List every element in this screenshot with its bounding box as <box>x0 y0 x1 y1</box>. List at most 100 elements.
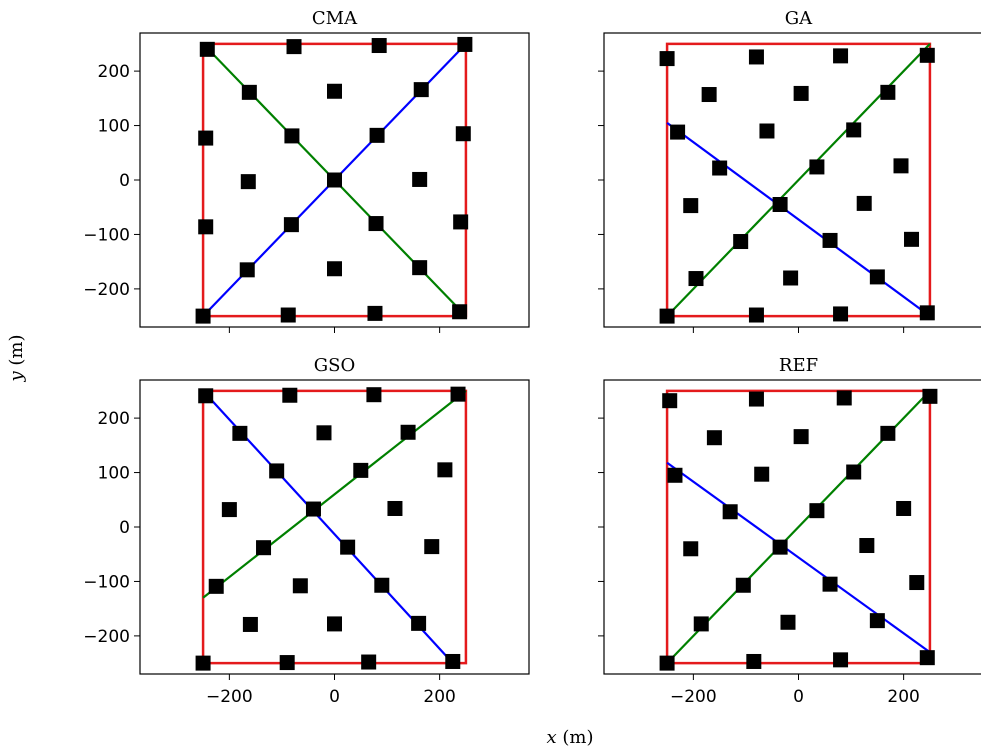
turbine-marker <box>846 464 862 480</box>
turbine-marker <box>327 83 342 99</box>
turbine-marker <box>411 615 427 631</box>
turbine-marker <box>793 429 809 445</box>
turbine-marker <box>754 466 770 482</box>
turbine-marker <box>284 128 300 144</box>
turbine-marker <box>412 260 428 276</box>
y-tick-label: −200 <box>83 280 130 300</box>
turbine-marker <box>424 539 440 555</box>
turbine-marker <box>437 462 453 478</box>
subplot-ga: GA <box>598 8 981 333</box>
turbine-marker <box>316 425 332 441</box>
turbine-marker <box>198 219 214 235</box>
turbine-marker <box>457 36 473 52</box>
turbine-marker <box>369 127 385 143</box>
diagonal-line-blue <box>666 461 931 654</box>
turbine-marker <box>195 308 211 324</box>
turbine-marker <box>327 172 342 188</box>
turbine-marker <box>688 271 704 287</box>
diagonal-line-green <box>666 43 931 317</box>
turbine-marker <box>822 232 838 248</box>
turbine-marker <box>793 85 809 101</box>
plot-area <box>195 36 473 324</box>
turbine-marker <box>856 195 872 211</box>
turbine-marker <box>327 261 342 277</box>
x-tick-label: −200 <box>670 687 717 707</box>
turbine-marker <box>748 49 764 65</box>
subplot-title: GA <box>785 8 813 29</box>
subplot-grid: CMA −200 −100 0 100 200 GA GSO −200 0 200 −200 −100 0… <box>83 8 981 707</box>
turbine-marker <box>366 387 382 403</box>
turbine-marker <box>869 613 885 629</box>
turbine-marker <box>772 197 788 212</box>
y-tick-label: −200 <box>83 627 130 647</box>
y-tick-label: 0 <box>119 171 130 191</box>
turbine-marker <box>327 616 342 632</box>
turbine-marker <box>735 577 751 593</box>
x-axis-label: x (m) <box>547 727 594 748</box>
turbine-marker <box>836 390 852 406</box>
turbine-marker <box>919 47 935 63</box>
turbine-marker <box>400 424 416 440</box>
turbine-marker <box>208 578 224 594</box>
turbine-marker <box>445 653 461 669</box>
turbine-marker <box>701 87 717 103</box>
turbine-marker <box>904 231 920 247</box>
turbine-marker <box>667 467 683 483</box>
subplot-title: REF <box>779 355 818 376</box>
turbine-marker <box>280 307 296 323</box>
turbine-marker <box>683 198 699 214</box>
y-tick-label: 200 <box>98 409 130 429</box>
turbine-marker <box>746 653 762 669</box>
subplot-title: GSO <box>314 355 355 376</box>
turbine-marker <box>371 38 387 54</box>
turbine-marker <box>198 130 214 146</box>
diagonal-line-green <box>202 390 467 599</box>
turbine-marker <box>239 262 255 278</box>
turbine-marker <box>683 541 699 557</box>
turbine-marker <box>712 160 728 176</box>
y-tick-label: 0 <box>119 518 130 538</box>
x-tick-label: −200 <box>206 687 253 707</box>
plot-area <box>659 42 935 324</box>
y-tick-label: 100 <box>98 117 130 137</box>
turbine-marker <box>452 304 468 320</box>
turbine-marker <box>869 269 885 285</box>
turbine-marker <box>783 270 799 286</box>
turbine-marker <box>455 126 471 142</box>
y-tick-label: −100 <box>83 225 130 245</box>
turbine-marker <box>919 305 935 321</box>
turbine-marker <box>733 234 749 250</box>
turbine-marker <box>693 616 709 632</box>
turbine-marker <box>893 158 909 174</box>
turbine-marker <box>809 503 825 519</box>
subplot-ref: REF −200 0 200 <box>598 355 981 707</box>
turbine-marker <box>292 578 308 594</box>
turbine-marker <box>659 51 675 67</box>
turbine-marker <box>662 393 678 409</box>
x-tick-label: 0 <box>793 687 804 707</box>
turbine-marker <box>195 655 211 671</box>
turbine-marker <box>759 123 775 139</box>
turbine-marker <box>880 425 896 441</box>
turbine-marker <box>241 84 257 100</box>
turbine-marker <box>659 655 675 671</box>
turbine-marker <box>282 387 298 403</box>
turbine-marker <box>413 82 429 98</box>
turbine-marker <box>374 577 390 593</box>
subplot-gso: GSO −200 0 200 −200 −100 0 100 200 <box>83 355 530 707</box>
turbine-marker <box>780 614 796 630</box>
x-tick-label: 0 <box>329 687 340 707</box>
turbine-marker <box>453 214 469 230</box>
turbine-marker <box>748 307 764 323</box>
turbine-marker <box>896 500 912 516</box>
plot-area <box>195 386 468 671</box>
turbine-marker <box>880 84 896 100</box>
turbine-marker <box>450 386 466 402</box>
turbine-marker <box>846 122 862 138</box>
turbine-marker <box>353 462 369 478</box>
turbine-marker <box>387 500 403 516</box>
turbine-marker <box>340 539 356 555</box>
turbine-marker <box>659 308 675 324</box>
turbine-marker <box>922 388 938 404</box>
turbine-marker <box>772 539 788 555</box>
